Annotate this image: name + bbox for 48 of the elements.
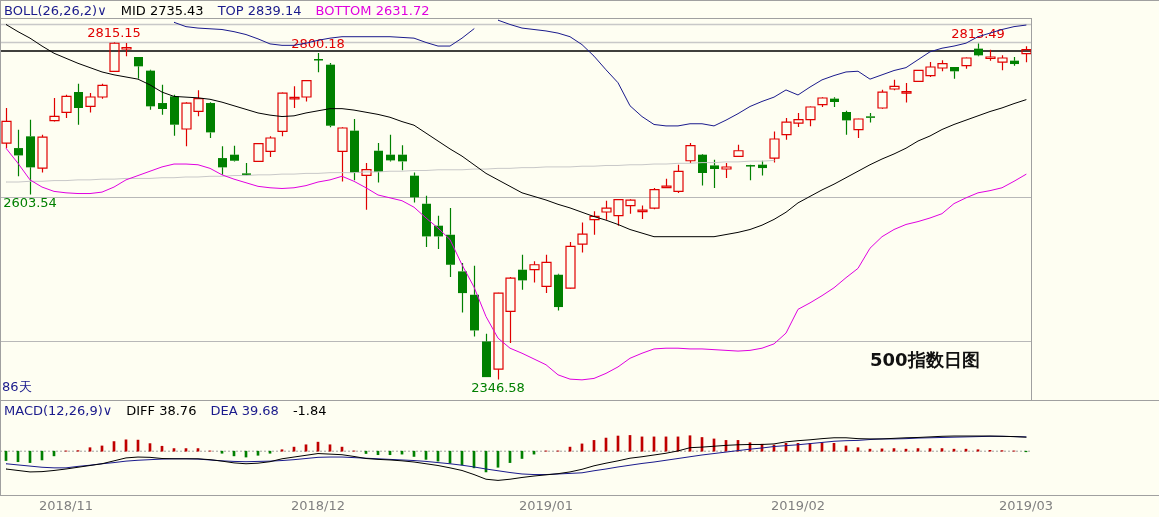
- text: DEA 39.68: [210, 403, 279, 418]
- candlestick: [398, 144, 407, 171]
- annotation: 2603.54: [3, 195, 57, 211]
- candlestick: [577, 221, 588, 253]
- annotation: 86天: [2, 378, 32, 396]
- candlestick: [901, 82, 912, 103]
- candlestick: [49, 97, 60, 122]
- candlestick: [74, 83, 83, 126]
- legend-title: BOLL(26,26,2)∨: [4, 3, 107, 18]
- annotation: 2346.58: [471, 380, 525, 396]
- bar: [280, 449, 284, 452]
- candlestick: [710, 159, 719, 189]
- candlestick: [337, 127, 348, 182]
- candlestick: [410, 171, 419, 203]
- x-tick-label: 2018/11: [38, 498, 94, 514]
- bar: [976, 449, 980, 452]
- candlestick: [146, 70, 155, 111]
- text: -1.84: [292, 403, 327, 418]
- candlestick: [218, 145, 227, 176]
- text: DIFF 38.76: [126, 403, 197, 418]
- candlestick: [26, 119, 35, 196]
- x-tick-label: 2019/03: [998, 498, 1054, 514]
- bar: [88, 447, 92, 452]
- candlestick: [1, 107, 12, 149]
- series-label: TOP 2839.14: [217, 3, 302, 18]
- candlestick: [374, 142, 383, 183]
- annotation: 2815.15: [87, 25, 141, 41]
- text: BOTTOM 2631.72: [315, 3, 430, 18]
- candlestick: [361, 162, 372, 211]
- candlestick: [458, 262, 467, 313]
- text: MID 2735.43: [120, 3, 204, 18]
- candlestick: [158, 84, 167, 116]
- x-tick-label: 2019/01: [518, 498, 574, 514]
- text: 500指数日图: [870, 348, 980, 372]
- x-tick-label: 2018/12: [290, 498, 346, 514]
- annotation: 2800.18: [291, 36, 345, 51]
- candlestick: [589, 210, 600, 236]
- candlestick: [314, 52, 323, 73]
- candlestick: [446, 207, 455, 278]
- candlestick: [470, 265, 479, 338]
- candlestick: [350, 118, 359, 181]
- candlestick: [422, 195, 431, 248]
- legend-title: MACD(12,26,9)∨: [4, 403, 113, 418]
- x-tick-label: 2019/02: [770, 498, 826, 514]
- candlestick: [518, 254, 527, 291]
- bar: [856, 447, 860, 452]
- candlestick: [1010, 56, 1019, 67]
- candlestick: [14, 129, 23, 177]
